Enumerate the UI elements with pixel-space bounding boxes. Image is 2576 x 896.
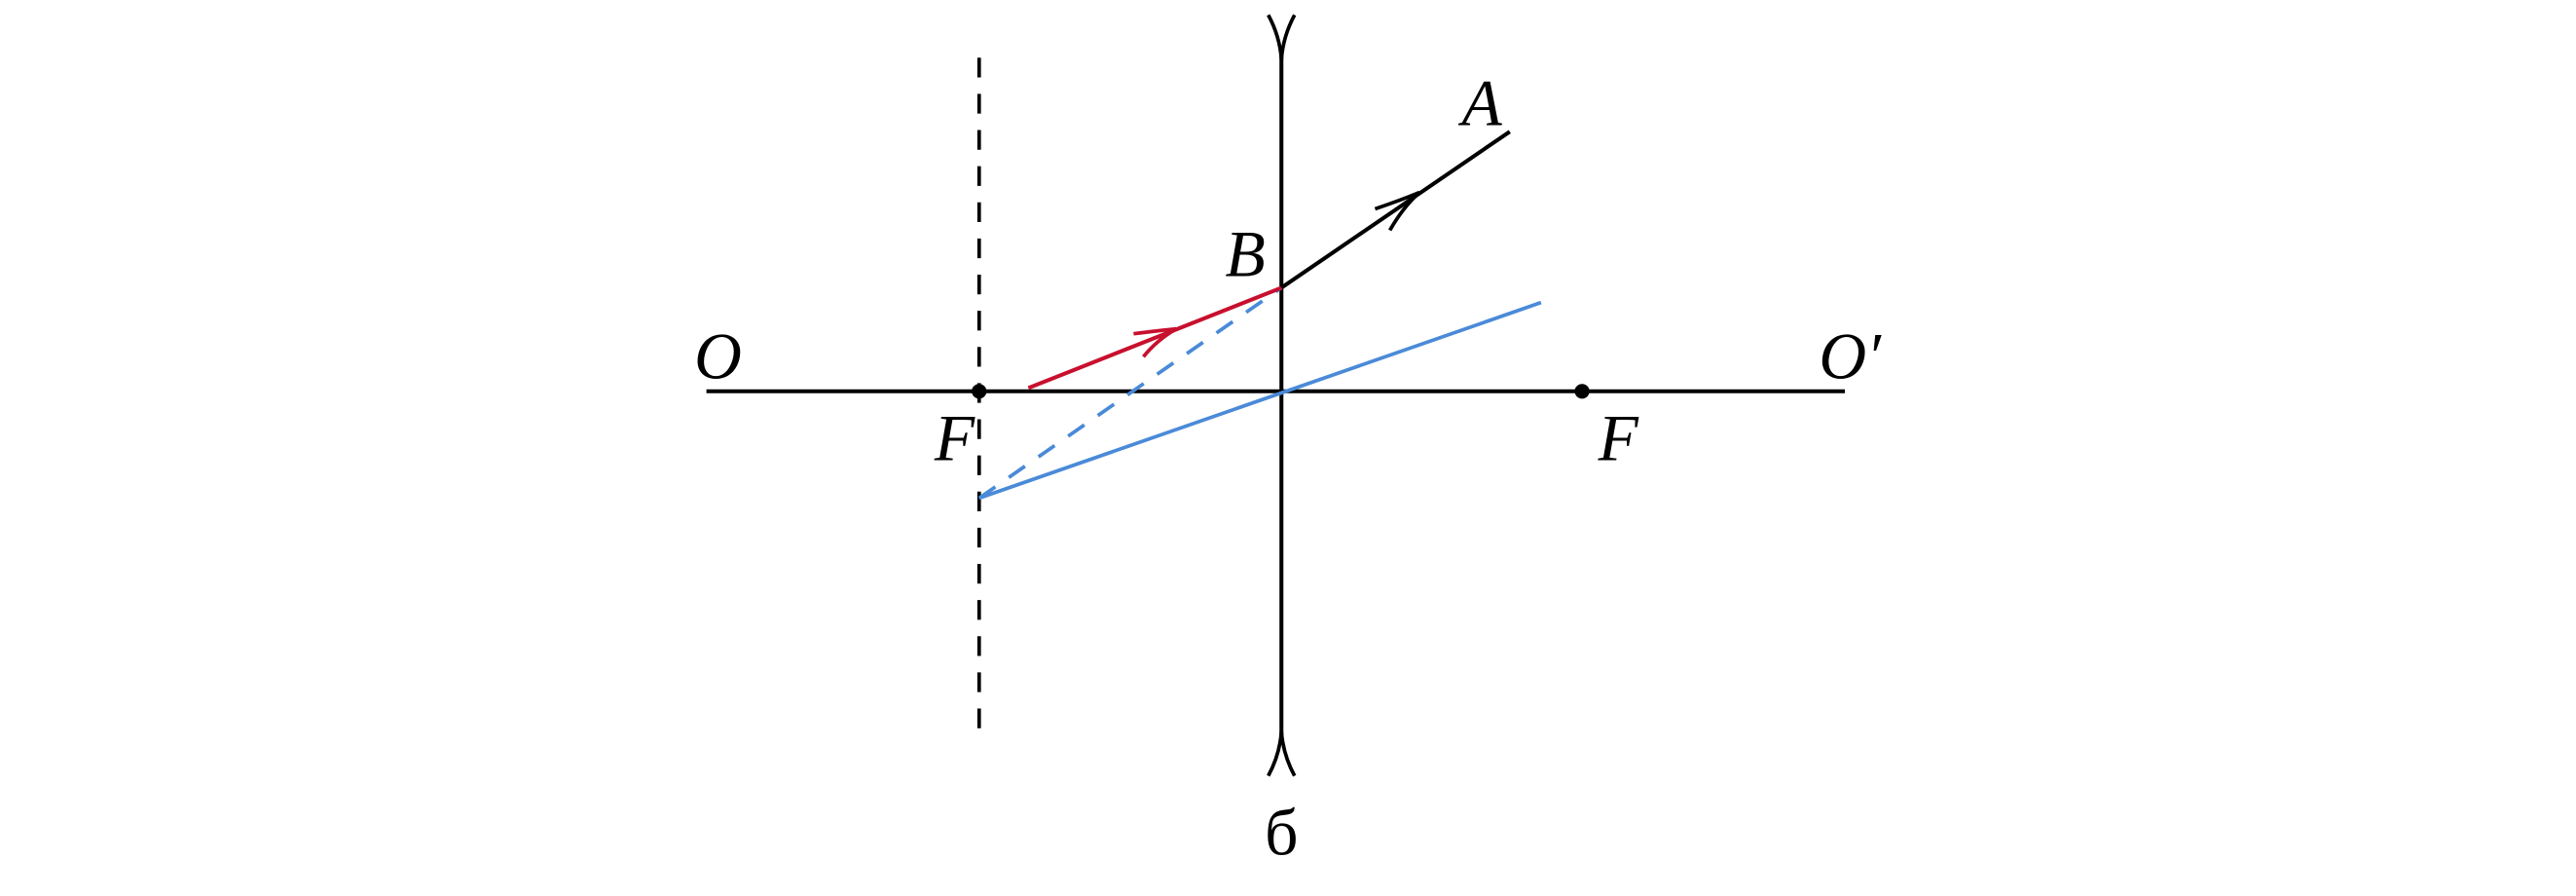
label: O′ — [1819, 319, 1882, 392]
label: O — [694, 319, 742, 392]
label: F — [934, 402, 975, 475]
label: A — [1458, 66, 1503, 139]
label: F — [1598, 402, 1639, 475]
focus-dot — [1574, 384, 1590, 399]
ray-arrow — [1133, 326, 1178, 358]
auxiliary-ray — [978, 300, 1542, 501]
incident-ray — [1027, 285, 1282, 391]
lens-bottom — [1267, 730, 1297, 777]
ray-arrow — [1374, 190, 1421, 232]
auxiliary-extension — [977, 285, 1283, 500]
lens-top — [1267, 14, 1297, 60]
caption: б — [1265, 797, 1298, 870]
label: B — [1226, 218, 1266, 291]
refracted-ray — [1280, 130, 1511, 290]
focus-dot — [972, 384, 987, 399]
